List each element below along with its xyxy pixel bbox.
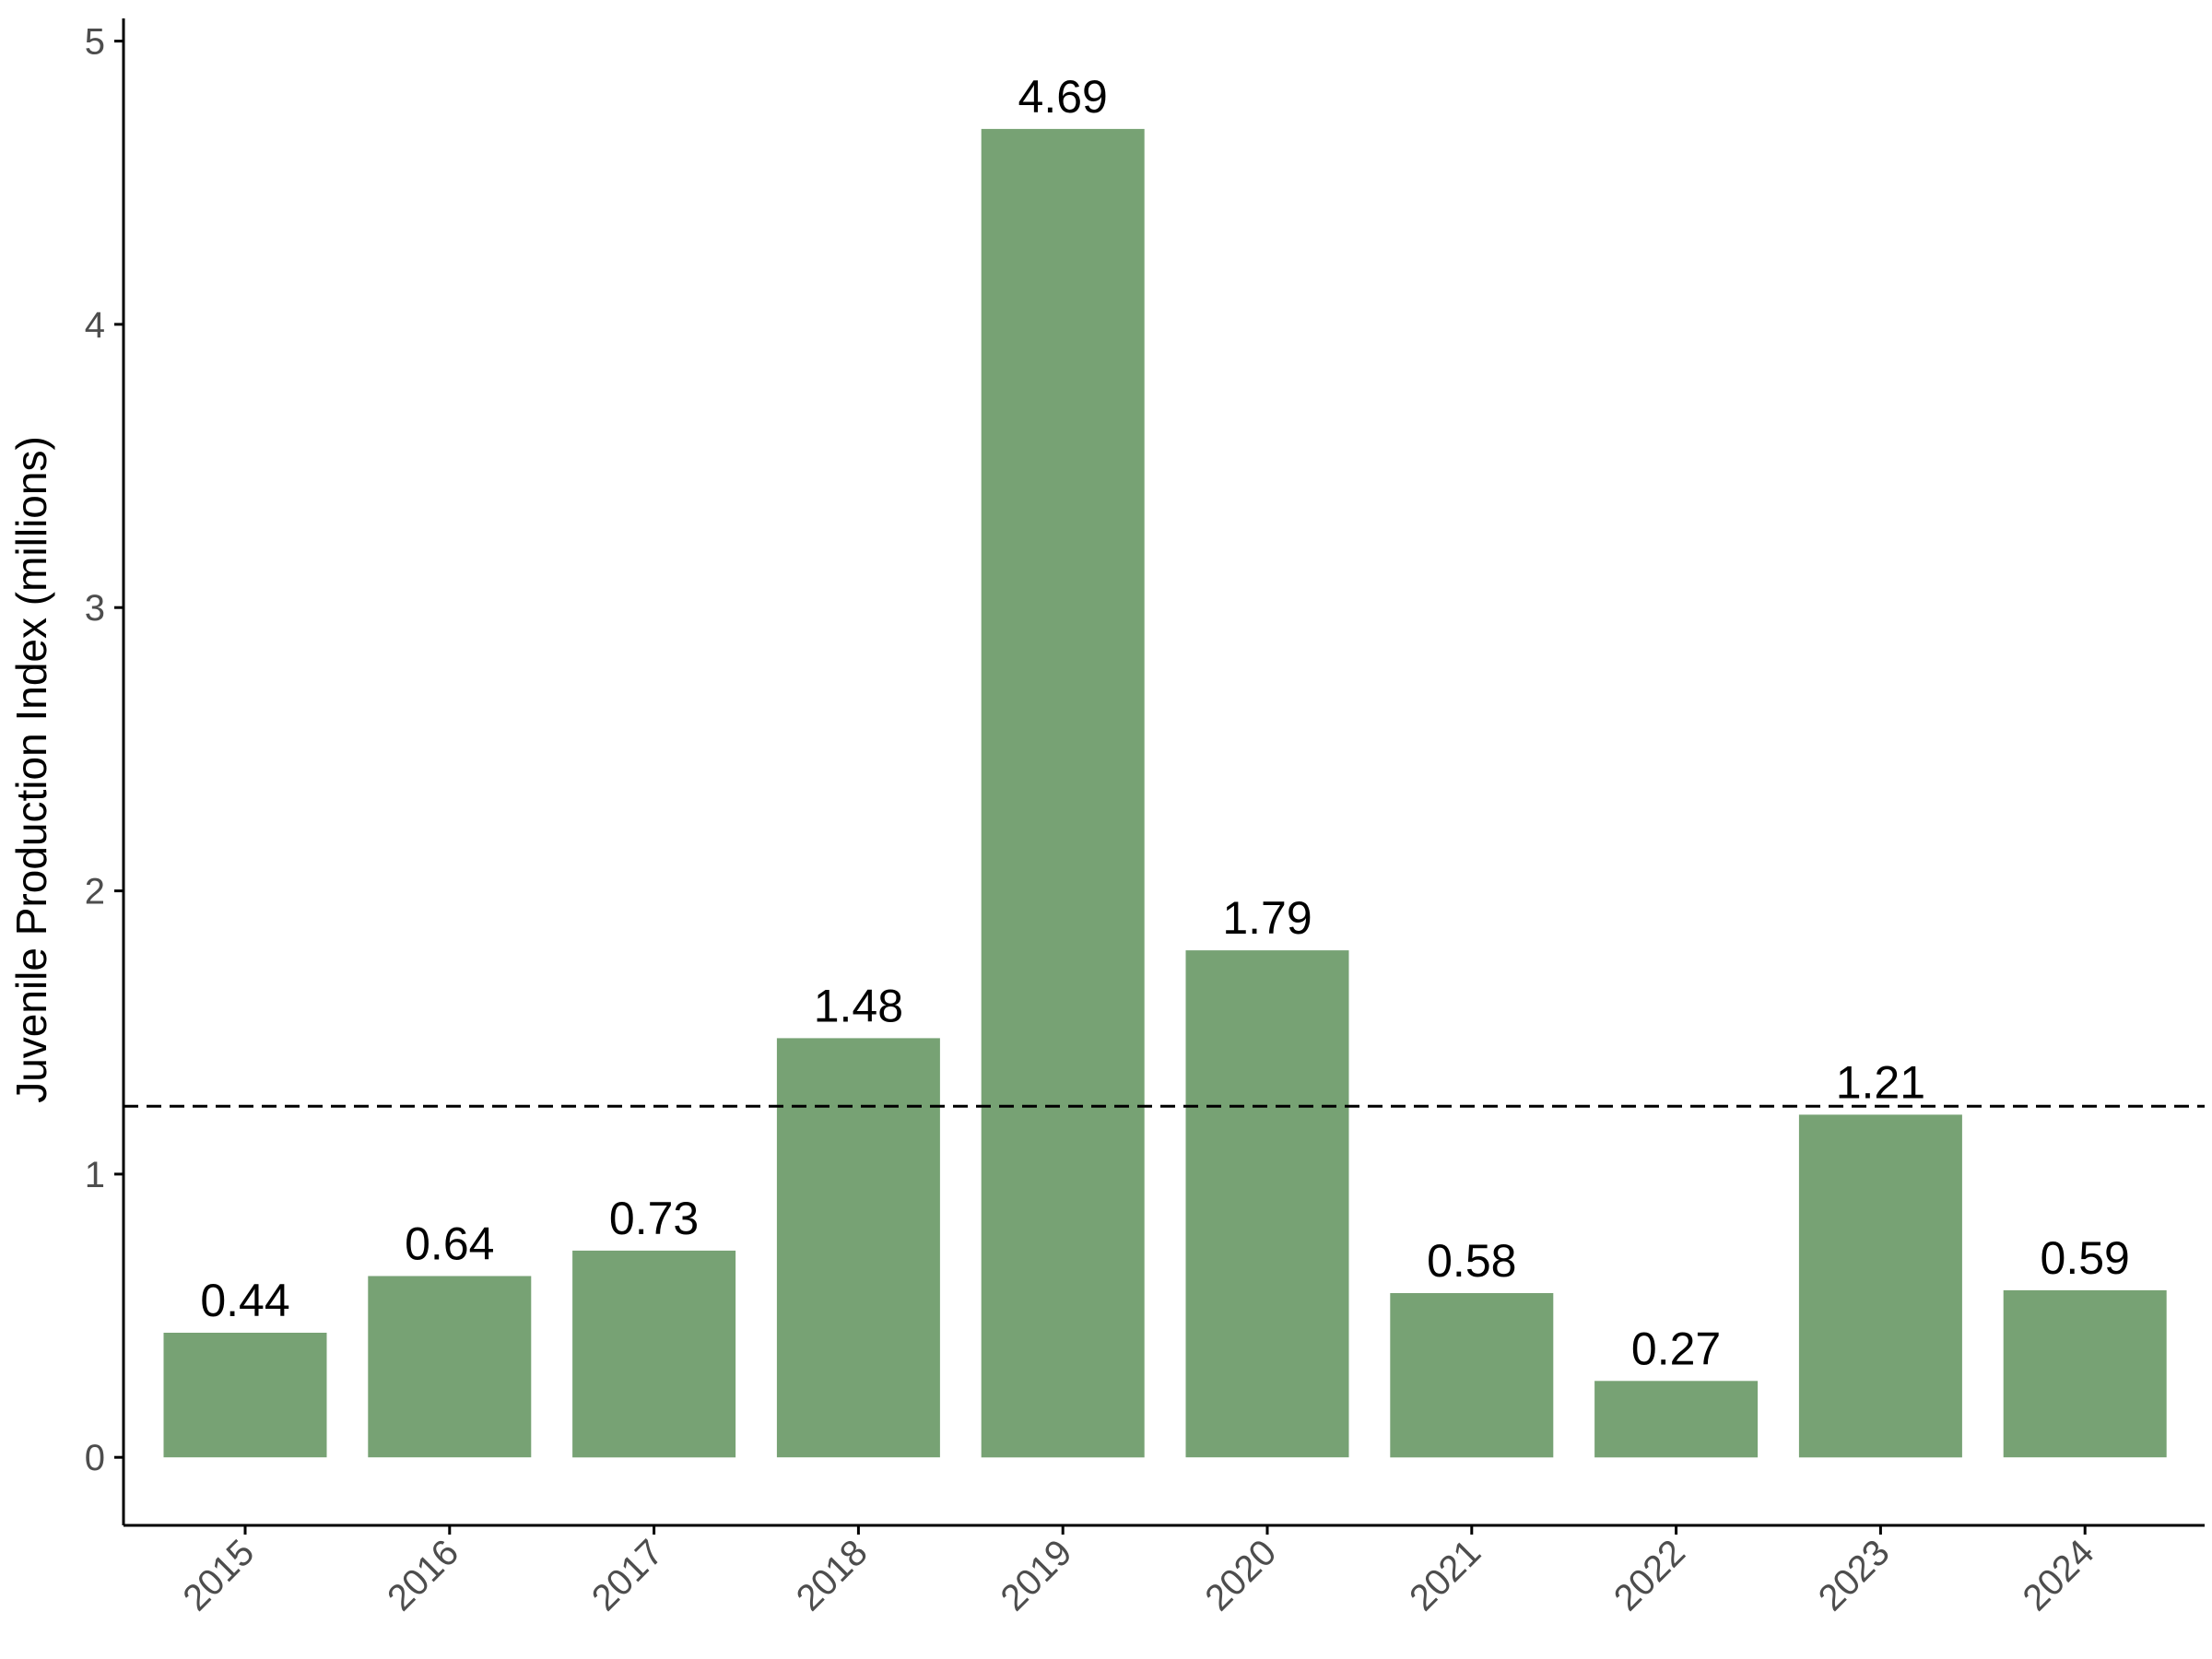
bar-2016 (368, 1276, 532, 1458)
y-tick-label-3: 3 (85, 588, 105, 629)
bar-2021 (1390, 1293, 1554, 1458)
data-label-2023: 1.21 (1836, 1056, 1925, 1108)
y-axis-title: Juvenile Production Index (millions) (7, 436, 55, 1103)
data-label-2022: 0.27 (1631, 1323, 1721, 1374)
data-label-2015: 0.44 (200, 1275, 289, 1326)
x-tick-label-2022: 2022 (1606, 1532, 1693, 1618)
x-ticks-group: 2015 2016 2017 2018 2019 2020 2021 2022 2023 2024 (175, 1525, 2102, 1618)
x-tick-label-2023: 2023 (1811, 1532, 1898, 1618)
data-label-2019: 4.69 (1018, 71, 1108, 123)
data-label-2020: 1.79 (1222, 892, 1312, 944)
bar-2022 (1594, 1381, 1759, 1458)
x-tick-label-2021: 2021 (1402, 1532, 1488, 1618)
y-tick-label-2: 2 (85, 872, 105, 912)
bar-2024 (2003, 1289, 2167, 1458)
x-tick-label-2017: 2017 (584, 1532, 671, 1618)
y-tick-label-0: 0 (85, 1438, 105, 1478)
x-tick-label-2015: 2015 (175, 1532, 262, 1618)
bar-2015 (163, 1333, 327, 1458)
y-tick-label-5: 5 (85, 22, 105, 63)
data-label-2017: 0.73 (609, 1193, 699, 1244)
bar-2023 (1798, 1114, 1962, 1458)
bars-group (163, 128, 2167, 1458)
data-label-2016: 0.64 (405, 1218, 494, 1270)
bar-2017 (572, 1250, 736, 1458)
bar-2020 (1185, 950, 1349, 1458)
x-tick-label-2019: 2019 (994, 1532, 1080, 1618)
axes-group (122, 18, 2205, 1527)
x-tick-label-2018: 2018 (789, 1532, 876, 1618)
data-label-2024: 0.59 (2041, 1232, 2130, 1284)
bar-2018 (776, 1038, 940, 1458)
y-ticks-group: 0 1 2 3 4 5 (85, 22, 124, 1478)
x-tick-label-2016: 2016 (380, 1532, 466, 1618)
bar-2019 (981, 128, 1145, 1458)
y-tick-label-1: 1 (85, 1155, 105, 1195)
data-label-2018: 1.48 (814, 980, 903, 1031)
y-tick-label-4: 4 (85, 305, 105, 346)
data-label-2021: 0.58 (1427, 1235, 1516, 1287)
data-labels-group: 0.44 0.64 0.73 1.48 4.69 1.79 0.58 0.27 1.21 0.59 (200, 71, 2130, 1374)
x-tick-label-2024: 2024 (2016, 1532, 2102, 1618)
x-tick-label-2020: 2020 (1197, 1532, 1284, 1618)
